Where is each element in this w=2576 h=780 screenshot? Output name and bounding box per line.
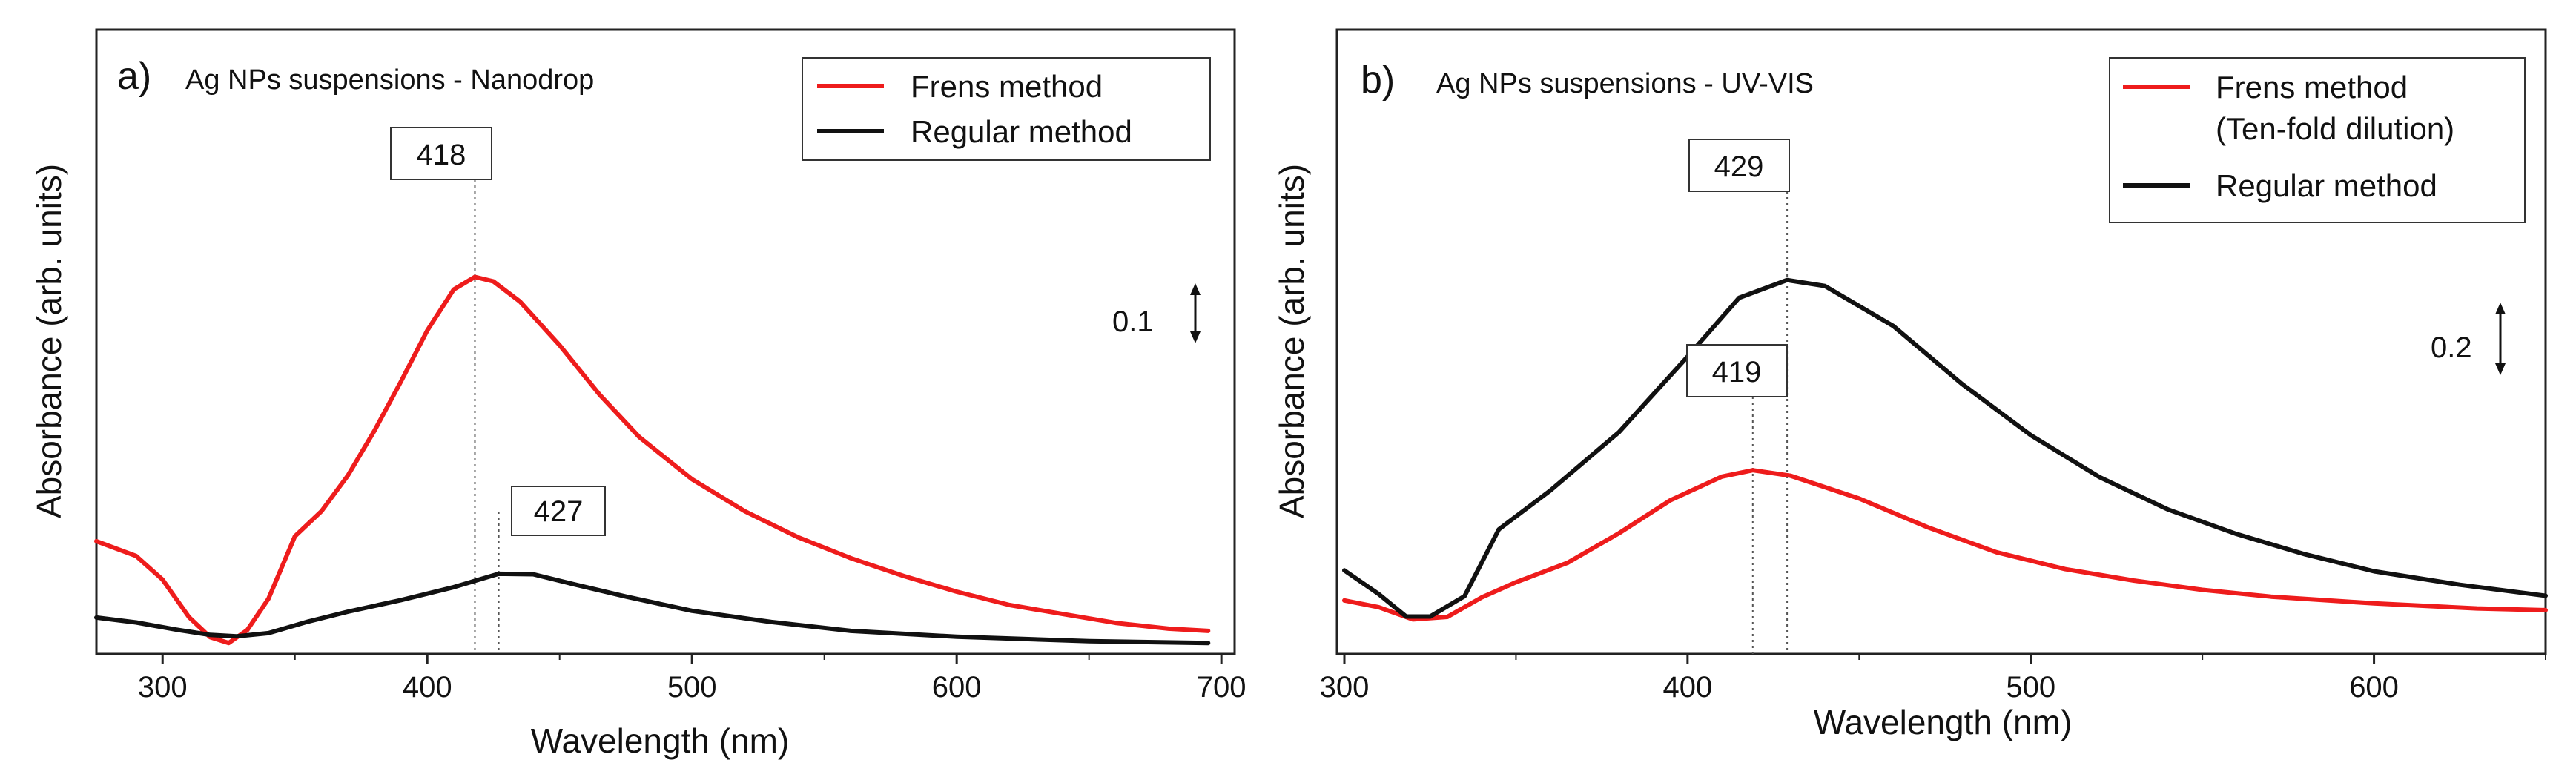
panel-b-scale-bar: 0.2 [2431,303,2506,375]
panel-a-legend-label-regular: Regular method [911,114,1132,149]
panel-a-scale-arrow-up [1190,283,1201,295]
panel-a-series-regular-method-line [94,571,1211,646]
panel-a-peak-label-418: 418 [390,127,492,180]
panel-a-peak-guides [474,156,500,654]
panel-a-legend-box [802,57,1211,161]
panel-a-scale-label: 0.1 [1112,305,1154,338]
panel-b-peak-label-429-box [1688,139,1790,192]
panel-a-peak-label-418-box [390,127,492,180]
panel-b-x-axis-title: Wavelength (nm) [1814,703,2073,741]
panel-b-legend-label-frens-line2: (Ten-fold dilution) [2216,111,2454,146]
panel-a-title: Ag NPs suspensions - Nanodrop [185,65,594,96]
panel-b-peak-label-429-text: 429 [1714,151,1764,183]
panel-b-plot-frame [1335,28,2547,655]
panel-a-x-tick-label-700: 700 [1197,671,1246,704]
panel-a-x-tick-label-600: 600 [932,671,982,704]
panel-b-peak-label-429: 429 [1688,139,1790,192]
panel-b-series [1342,277,2548,622]
panel-a-legend: Frens method Regular method [802,57,1211,161]
panel-a-x-tick-label-400: 400 [403,671,452,704]
panel-a-peak-label-427: 427 [511,486,606,536]
panel-a-x-ticks: 300 400 500 600 700 [138,654,1246,704]
panel-b-x-ticks: 300 400 500 600 [1320,654,2546,704]
panel-a-x-tick-label-300: 300 [138,671,188,704]
panel-a-x-axis-title: Wavelength (nm) [531,721,790,760]
panel-a-scale-bar: 0.1 [1112,283,1201,343]
panel-b-title: Ag NPs suspensions - UV-VIS [1436,68,1814,99]
panel-b-x-tick-label-500: 500 [2006,671,2055,704]
panel-a-legend-label-frens: Frens method [911,69,1103,104]
panel-b-legend-label-frens: Frens method [2216,70,2408,105]
panel-b-y-axis-title: Absorbance (arb. units) [1272,164,1311,518]
panel-b-series-regular-method-line [1342,277,2548,619]
panel-a-peak-label-418-text: 418 [417,139,466,171]
panel-b-spectrum-chart: b) Ag NPs suspensions - UV-VIS Absorbanc… [1272,28,2548,741]
panel-a-plot-frame [95,28,1236,655]
panel-b-legend-label-regular: Regular method [2216,168,2437,203]
panel-b-scale-label: 0.2 [2431,331,2472,364]
panel-a-series-frens-method-line [94,274,1211,646]
panel-b-peak-guides [1751,168,1789,654]
panel-b-peak-label-419-box [1686,344,1788,397]
panel-b-series-frens-method-line [1342,468,2548,622]
panel-b-scale-arrow-down [2495,363,2506,375]
panel-b-peak-label-419: 419 [1686,344,1788,397]
panel-b-label: b) [1361,59,1395,102]
panel-a-label: a) [117,55,151,98]
panel-a-scale-arrow-down [1190,331,1201,343]
panel-b-scale-arrow-up [2495,303,2506,314]
panel-a-spectrum-chart: a) Ag NPs suspensions - Nanodrop Absorba… [30,28,1246,760]
panel-a-x-tick-label-500: 500 [667,671,717,704]
panel-b-x-tick-label-400: 400 [1662,671,1712,704]
panel-a-series [94,274,1211,646]
panel-b-peak-label-419-text: 419 [1712,356,1762,389]
panel-b-x-tick-label-300: 300 [1320,671,1370,704]
panel-b-x-tick-label-600: 600 [2349,671,2399,704]
panel-a-y-axis-title: Absorbance (arb. units) [30,164,68,518]
panel-a-peak-label-427-box [511,486,606,536]
panel-a-peak-label-427-text: 427 [534,495,584,528]
panel-b-legend: Frens method (Ten-fold dilution) Regular… [2109,57,2526,223]
